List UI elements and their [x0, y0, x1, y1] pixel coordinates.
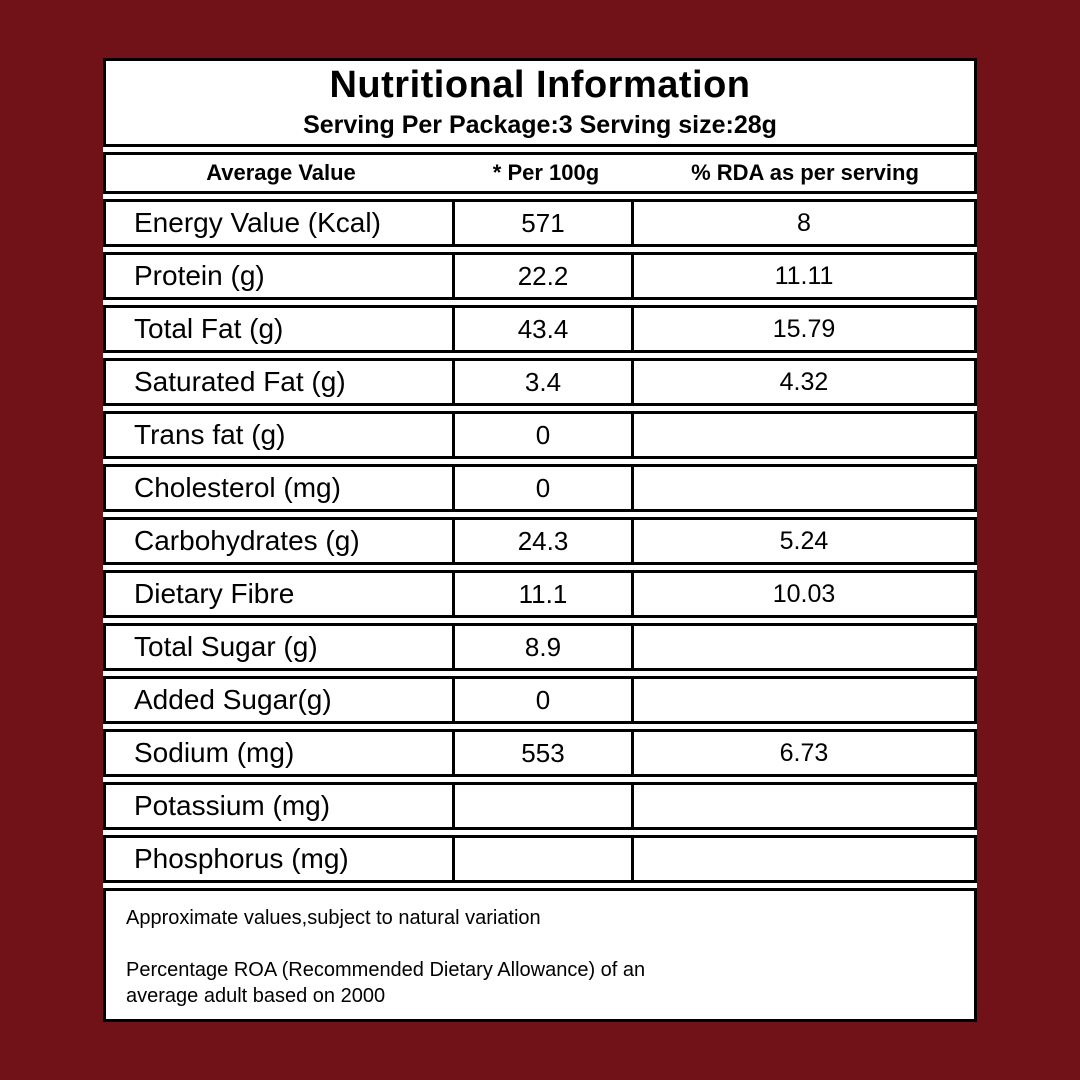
footer-box: Approximate values,subject to natural va…: [103, 888, 977, 1022]
row-value-rda: 8: [631, 199, 977, 247]
table-row: Total Sugar (g) 8.9: [103, 623, 977, 671]
row-value-per100g: 11.1: [452, 570, 634, 618]
table-row: Trans fat (g) 0: [103, 411, 977, 459]
table-row: Cholesterol (mg) 0: [103, 464, 977, 512]
serving-info: Serving Per Package:3 Serving size:28g: [303, 111, 777, 140]
nutrition-panel: Nutritional Information Serving Per Pack…: [103, 58, 977, 1022]
row-value-per100g: 8.9: [452, 623, 634, 671]
table-row: Sodium (mg) 553 6.73: [103, 729, 977, 777]
table-row: Dietary Fibre 11.1 10.03: [103, 570, 977, 618]
row-value-rda: [631, 464, 977, 512]
table-row: Potassium (mg): [103, 782, 977, 830]
footer-note-rda-line1: Percentage ROA (Recommended Dietary Allo…: [126, 959, 646, 981]
row-label: Saturated Fat (g): [103, 358, 455, 406]
row-value-per100g: 3.4: [452, 358, 634, 406]
column-header-rda-per-serving: % RDA as per serving: [691, 159, 919, 185]
row-value-rda: 10.03: [631, 570, 977, 618]
row-value-rda: 6.73: [631, 729, 977, 777]
row-label: Potassium (mg): [103, 782, 455, 830]
row-value-per100g: 571: [452, 199, 634, 247]
row-value-per100g: 0: [452, 464, 634, 512]
table-row: Total Fat (g) 43.4 15.79: [103, 305, 977, 353]
table-row: Saturated Fat (g) 3.4 4.32: [103, 358, 977, 406]
title-box: Nutritional Information Serving Per Pack…: [103, 58, 977, 147]
row-value-per100g: 22.2: [452, 252, 634, 300]
column-header-average-value: Average Value: [206, 159, 356, 185]
table-row: Phosphorus (mg): [103, 835, 977, 883]
row-label: Total Fat (g): [103, 305, 455, 353]
row-value-per100g: 24.3: [452, 517, 634, 565]
row-label: Trans fat (g): [103, 411, 455, 459]
row-value-per100g: [452, 782, 634, 830]
row-value-per100g: 43.4: [452, 305, 634, 353]
row-label: Energy Value (Kcal): [103, 199, 455, 247]
row-value-rda: [631, 411, 977, 459]
table-row: Protein (g) 22.2 11.11: [103, 252, 977, 300]
table-row: Carbohydrates (g) 24.3 5.24: [103, 517, 977, 565]
row-label: Added Sugar(g): [103, 676, 455, 724]
table-row: Energy Value (Kcal) 571 8: [103, 199, 977, 247]
column-header-per-100g: * Per 100g: [492, 159, 600, 185]
row-value-rda: 5.24: [631, 517, 977, 565]
row-label: Carbohydrates (g): [103, 517, 455, 565]
row-value-rda: 15.79: [631, 305, 977, 353]
row-value-rda: [631, 835, 977, 883]
table-row: Added Sugar(g) 0: [103, 676, 977, 724]
row-label: Cholesterol (mg): [103, 464, 455, 512]
row-label: Phosphorus (mg): [103, 835, 455, 883]
row-value-rda: 4.32: [631, 358, 977, 406]
row-value-per100g: 553: [452, 729, 634, 777]
row-value-rda: 11.11: [631, 252, 977, 300]
row-value-rda: [631, 782, 977, 830]
footer-note-rda-line2: average adult based on 2000: [126, 985, 386, 1007]
row-value-per100g: 0: [452, 676, 634, 724]
footer-note-approximate-values: Approximate values,subject to natural va…: [126, 907, 541, 929]
row-label: Dietary Fibre: [103, 570, 455, 618]
row-value-per100g: 0: [452, 411, 634, 459]
page-title: Nutritional Information: [329, 63, 751, 106]
row-value-per100g: [452, 835, 634, 883]
row-label: Total Sugar (g): [103, 623, 455, 671]
row-label: Sodium (mg): [103, 729, 455, 777]
table-body: Energy Value (Kcal) 571 8 Protein (g) 22.2 11…: [103, 199, 977, 883]
row-value-rda: [631, 676, 977, 724]
row-label: Protein (g): [103, 252, 455, 300]
row-value-rda: [631, 623, 977, 671]
table-header-row: Average Value * Per 100g % RDA as per se…: [103, 151, 977, 194]
